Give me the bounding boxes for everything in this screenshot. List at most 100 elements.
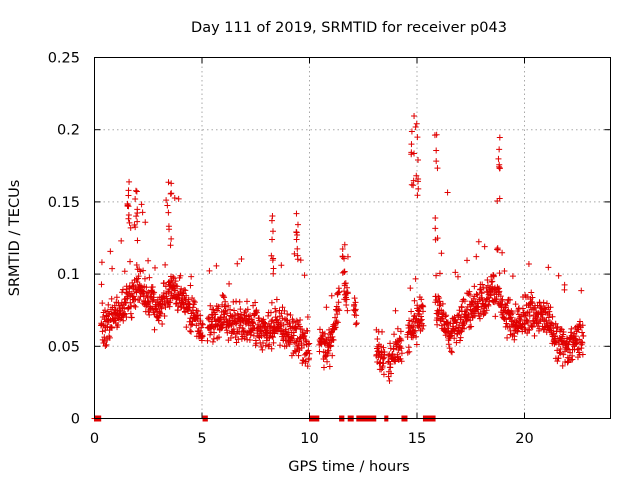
data-point	[134, 206, 141, 213]
data-point	[344, 290, 351, 297]
data-point	[414, 192, 421, 199]
data-point	[573, 340, 580, 347]
data-point	[193, 307, 200, 314]
data-point	[334, 319, 341, 326]
data-point	[187, 282, 194, 289]
data-point	[304, 327, 311, 334]
data-point	[298, 345, 305, 352]
data-point	[496, 288, 503, 295]
data-point	[252, 299, 259, 306]
data-point	[335, 306, 342, 313]
data-point	[304, 314, 311, 321]
data-point	[272, 305, 279, 312]
data-point	[262, 342, 269, 349]
data-point	[268, 299, 275, 306]
data-point	[333, 303, 340, 310]
data-point	[185, 308, 192, 315]
data-point	[166, 303, 173, 310]
data-point	[209, 338, 216, 345]
data-point	[105, 301, 112, 308]
x-axis-tick-labels: 0 5 10 15 20	[90, 431, 534, 447]
data-point	[461, 298, 468, 305]
data-point	[231, 307, 238, 314]
data-point	[341, 241, 348, 248]
data-point	[118, 237, 125, 244]
data-point	[494, 246, 501, 253]
data-point	[290, 329, 297, 336]
data-point	[194, 308, 201, 315]
data-point	[448, 349, 455, 356]
data-point	[522, 310, 529, 317]
data-point	[165, 209, 172, 216]
data-point	[343, 284, 350, 291]
data-point	[281, 307, 288, 314]
data-point	[269, 228, 276, 235]
data-point	[490, 273, 497, 280]
data-point	[324, 350, 331, 357]
data-point	[576, 336, 583, 343]
data-point	[380, 371, 387, 378]
data-point	[114, 322, 121, 329]
x-tick-label: 10	[300, 431, 318, 447]
data-point	[205, 315, 212, 322]
data-point	[297, 316, 304, 323]
data-point	[125, 203, 132, 210]
data-point	[452, 316, 459, 323]
data-point	[568, 325, 575, 332]
data-point	[431, 132, 438, 139]
data-point	[536, 325, 543, 332]
data-point	[556, 341, 563, 348]
data-point	[524, 330, 531, 337]
data-point	[410, 177, 417, 184]
data-point	[496, 146, 503, 153]
data-point	[388, 370, 395, 377]
data-point	[122, 311, 129, 318]
data-point	[164, 202, 171, 209]
data-point	[126, 178, 133, 185]
data-point	[133, 213, 140, 220]
data-point	[243, 298, 250, 305]
data-point	[398, 350, 405, 357]
data-point	[503, 302, 510, 309]
data-point	[444, 321, 451, 328]
data-point	[325, 347, 332, 354]
data-point	[320, 364, 327, 371]
data-point	[457, 337, 464, 344]
data-point	[528, 298, 535, 305]
data-point	[279, 315, 286, 322]
data-point	[398, 345, 405, 352]
data-point	[188, 273, 195, 280]
data-point	[411, 328, 418, 335]
data-point	[210, 335, 217, 342]
data-point	[392, 307, 399, 314]
data-point	[238, 311, 245, 318]
data-point	[446, 345, 453, 352]
data-point	[170, 274, 177, 281]
data-point	[489, 283, 496, 290]
data-point	[579, 339, 586, 346]
data-point	[108, 324, 115, 331]
data-point	[415, 185, 422, 192]
data-point	[344, 307, 351, 314]
data-point	[316, 326, 323, 333]
data-point	[457, 334, 464, 341]
data-point	[236, 298, 243, 305]
data-point	[157, 309, 164, 316]
data-point	[293, 210, 300, 217]
data-point	[550, 325, 557, 332]
data-point	[336, 307, 343, 314]
data-point	[233, 298, 240, 305]
data-point	[494, 197, 501, 204]
data-point	[168, 190, 175, 197]
data-point	[397, 328, 404, 335]
data-point	[277, 342, 284, 349]
data-point	[379, 363, 386, 370]
data-point	[213, 262, 220, 269]
data-point	[555, 355, 562, 362]
data-point	[333, 318, 340, 325]
data-point	[165, 179, 172, 186]
data-point	[167, 190, 174, 197]
data-point	[328, 329, 335, 336]
data-point	[445, 325, 452, 332]
data-point	[139, 209, 146, 216]
